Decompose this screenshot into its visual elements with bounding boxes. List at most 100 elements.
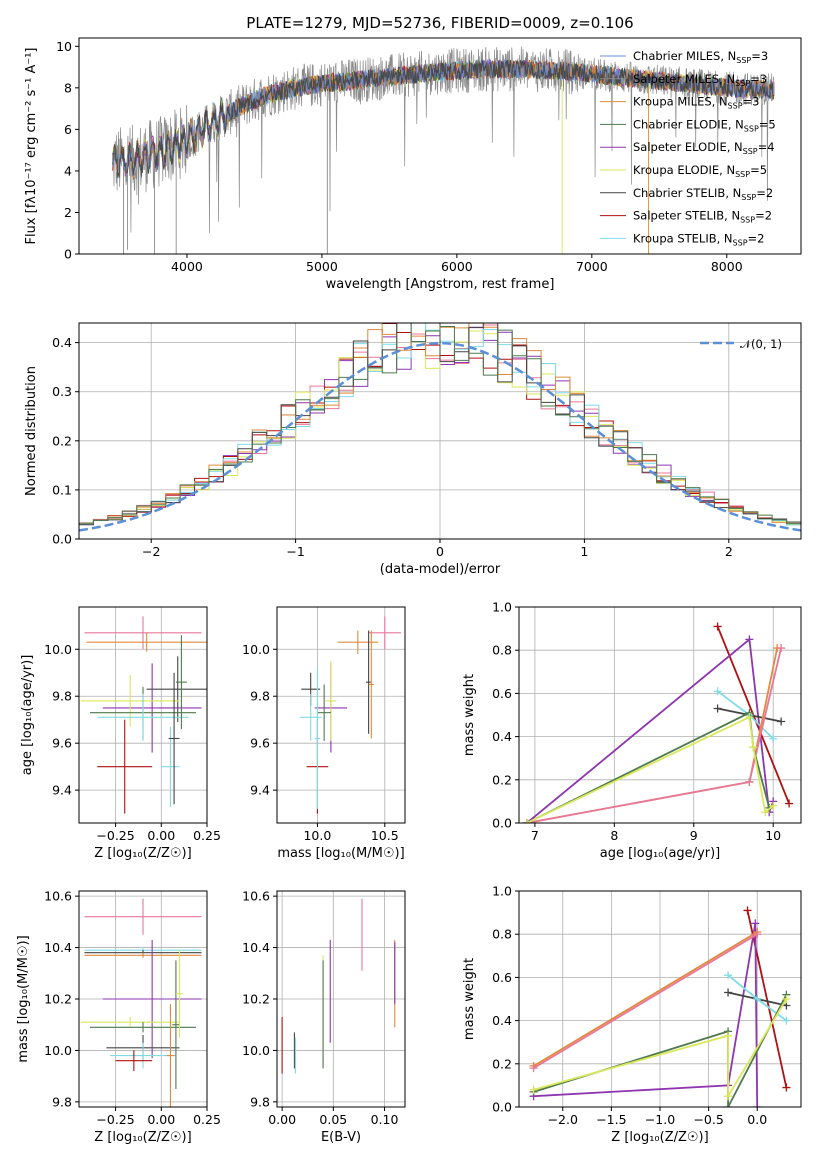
- weight-marker: [745, 635, 754, 644]
- legend-entry: 𝒩(0, 1): [740, 337, 782, 351]
- x-axis-label: age [log₁₀(age/yr)]: [600, 846, 721, 861]
- plot-frame: [78, 606, 208, 824]
- weight-marker: [782, 1083, 791, 1092]
- weight-marker: [751, 919, 760, 928]
- y-tick-label: 6: [64, 122, 72, 137]
- x-tick-label: 0.00: [147, 828, 175, 843]
- y-tick-label: 4: [64, 163, 72, 178]
- weight-marker: [782, 1016, 791, 1025]
- y-tick-label: 10.0: [44, 642, 72, 657]
- axes: −0.25 0.00 0.25 9.8 10.0 10.2 10.4 10.6 Z [log₁₀…: [16, 889, 221, 1145]
- weight-marker: [745, 777, 754, 786]
- chart-residuals: −2 −1 0 1 2 0.0 0.1 0.2 0.3 0.4 (data-model)/error…: [24, 322, 802, 577]
- y-tick-label: 9.8: [250, 1094, 270, 1109]
- y-tick-label: 10.0: [242, 1043, 270, 1058]
- y-tick-label: 10.2: [44, 992, 72, 1007]
- weight-line: [533, 923, 759, 1107]
- y-axis-label: Normed distribution: [24, 366, 39, 496]
- legend-entry: Kroupa ELODIE, NSSP=5: [633, 163, 767, 179]
- y-tick-label: 10: [56, 39, 72, 54]
- y-tick-label: 8: [64, 80, 72, 95]
- weight-marker: [785, 799, 794, 808]
- x-tick-label: −0.25: [96, 828, 134, 843]
- weight-line: [533, 998, 788, 1100]
- x-tick-label: 10.0: [303, 828, 331, 843]
- axes: −2 −1 0 1 2 0.0 0.1 0.2 0.3 0.4 (data-model)/error…: [24, 322, 802, 577]
- legend-entry: Kroupa MILES, NSSP=3: [633, 95, 759, 111]
- x-tick-label: 9: [690, 828, 698, 843]
- chart-spectrum: 4000 5000 6000 7000 8000 0 2 4 6 8 10 wavelength [A…: [24, 14, 802, 292]
- weight-marker: [777, 717, 786, 726]
- y-tick-label: 0.6: [492, 970, 512, 985]
- x-tick-label: 0.10: [371, 1112, 399, 1127]
- x-axis-label: mass [log₁₀(M/M☉)]: [277, 846, 404, 861]
- weight-line: [526, 637, 775, 823]
- axes: −2.0 −1.5 −1.0 −0.5 0.0 0.0 0.2 0.4 0.6 0.8 1.0 Z […: [462, 884, 802, 1145]
- weight-line: [746, 910, 788, 1088]
- weight-marker: [782, 995, 791, 1003]
- plot-frame: [518, 606, 802, 824]
- weight-marker: [769, 801, 778, 810]
- legend-entry: Chabrier MILES, NSSP=3: [633, 49, 768, 65]
- plot-area: [80, 616, 207, 814]
- y-tick-label: 1.0: [492, 884, 512, 899]
- plot-area: [522, 622, 794, 823]
- chart-age-vs-mass: 10.0 10.5 9.4 9.6 9.8 10.0 mass [log₁₀(M/M☉)]: [242, 606, 406, 861]
- x-tick-label: 0: [436, 544, 444, 559]
- y-tick-label: 10.6: [44, 889, 72, 904]
- y-tick-label: 0.8: [492, 927, 512, 942]
- weight-marker: [749, 743, 758, 752]
- y-tick-label: 9.6: [250, 736, 270, 751]
- y-tick-label: 2: [64, 205, 72, 220]
- y-tick-label: 0.8: [492, 643, 512, 658]
- y-axis-label: mass weight: [462, 674, 477, 756]
- axes: 0.00 0.05 0.10 9.8 10.0 10.2 10.4 10.6 E(B-V): [242, 889, 406, 1145]
- x-tick-label: 10: [765, 828, 781, 843]
- x-tick-label: −1.0: [645, 1112, 675, 1127]
- histogram-step: [79, 323, 801, 525]
- y-axis-label: Flux [fλ10⁻¹⁷ erg cm⁻² s⁻¹ A⁻¹]: [24, 48, 39, 245]
- weight-marker: [753, 930, 762, 939]
- x-tick-label: 0.25: [193, 1112, 221, 1127]
- x-tick-label: 8000: [711, 259, 743, 274]
- y-tick-label: 0: [64, 247, 72, 262]
- weight-marker: [743, 906, 752, 915]
- x-axis-label: Z [log₁₀(Z/Z☉)]: [94, 1130, 191, 1145]
- plot-frame: [78, 37, 802, 255]
- x-tick-label: −2: [142, 544, 160, 559]
- x-tick-label: −0.25: [96, 1112, 134, 1127]
- x-axis-label: Z [log₁₀(Z/Z☉)]: [94, 846, 191, 861]
- plot-area: [79, 323, 801, 532]
- x-tick-label: 7000: [576, 259, 608, 274]
- legend-entry: Salpeter MILES, NSSP=3: [633, 72, 767, 88]
- x-axis-label: E(B-V): [321, 1130, 361, 1145]
- y-axis-label: mass [log₁₀(M/M☉)]: [16, 935, 31, 1062]
- plot-area: [80, 898, 202, 1107]
- chart-mass-vs-Z: −0.25 0.00 0.25 9.8 10.0 10.2 10.4 10.6 Z [log₁₀…: [16, 889, 221, 1145]
- weight-marker: [724, 1031, 733, 1040]
- weight-marker: [777, 644, 786, 653]
- x-tick-label: −2.0: [548, 1112, 578, 1127]
- legend-entry: Chabrier ELODIE, NSSP=5: [633, 117, 776, 133]
- y-tick-label: 0.2: [492, 772, 512, 787]
- x-tick-label: −0.5: [693, 1112, 723, 1127]
- weight-marker: [522, 819, 531, 823]
- weight-marker: [529, 1085, 538, 1094]
- axes: 4000 5000 6000 7000 8000 0 2 4 6 8 10 wavelength [A…: [24, 37, 802, 292]
- y-tick-label: 0.4: [492, 729, 512, 744]
- x-tick-label: 8: [610, 828, 618, 843]
- weight-marker: [724, 1103, 733, 1107]
- weight-marker: [529, 1064, 538, 1073]
- weight-line: [533, 933, 758, 1069]
- plot-area: [299, 616, 401, 814]
- x-tick-label: 6000: [441, 259, 473, 274]
- weight-marker: [713, 704, 722, 713]
- weight-marker: [761, 808, 770, 817]
- weight-line: [526, 715, 774, 823]
- y-tick-label: 10.2: [242, 992, 270, 1007]
- weight-marker: [724, 971, 733, 980]
- y-tick-label: 0.1: [52, 482, 72, 497]
- y-tick-label: 0.4: [492, 1013, 512, 1028]
- x-axis-label: wavelength [Angstrom, rest frame]: [326, 277, 555, 292]
